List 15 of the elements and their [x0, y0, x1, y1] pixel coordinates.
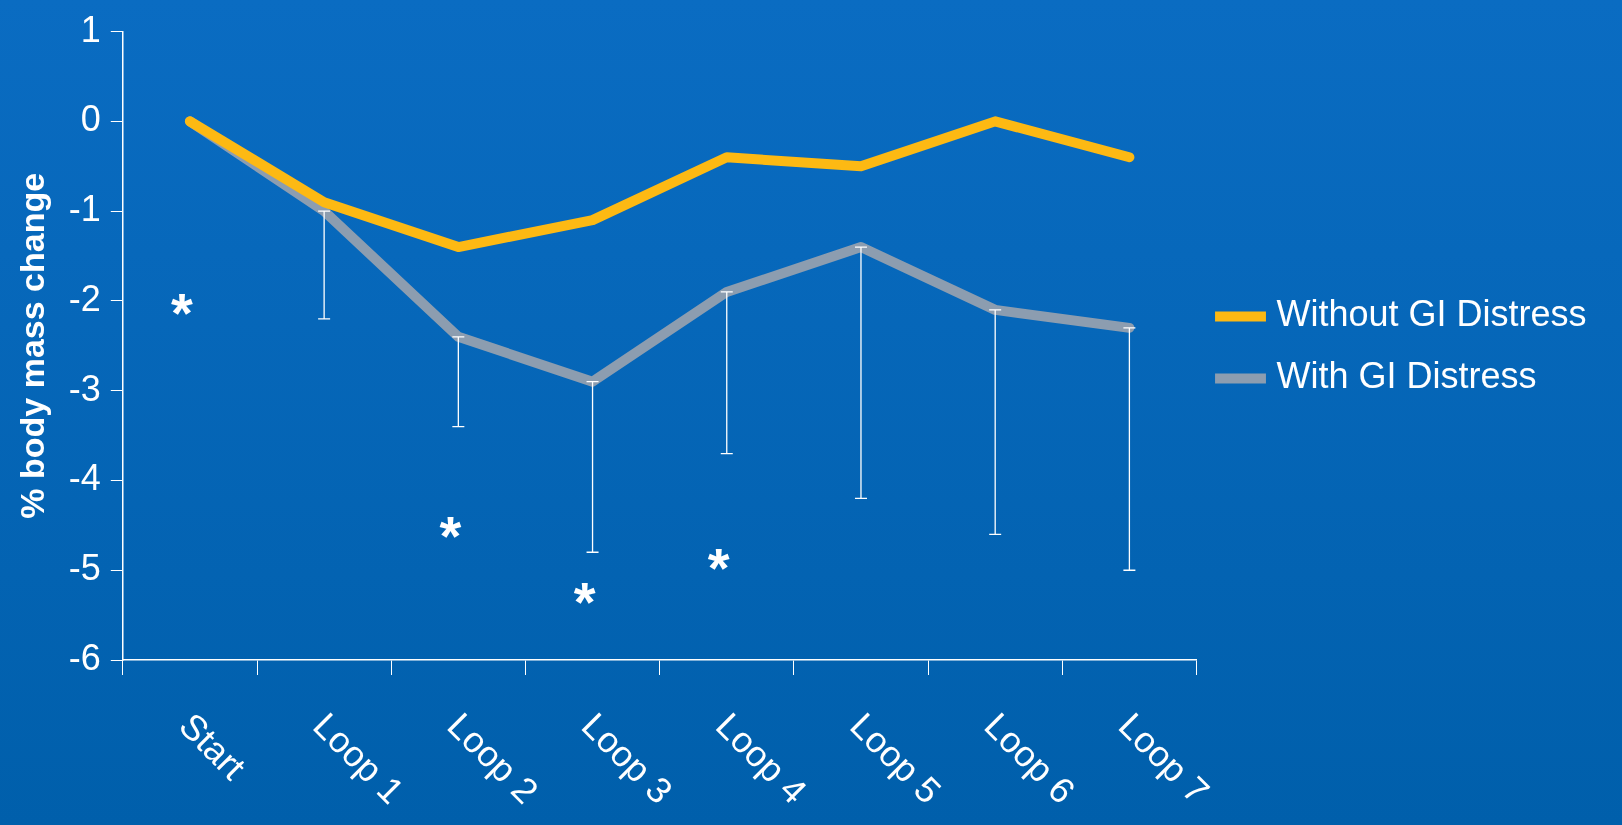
annotation: *	[573, 570, 596, 634]
y-tick-label: 0	[80, 98, 101, 140]
y-tick-label: -4	[68, 457, 101, 499]
legend-label: With GI Distress	[1276, 355, 1537, 397]
legend-label: Without GI Distress	[1276, 293, 1587, 335]
annotation: *	[707, 535, 730, 599]
y-tick-label: 1	[80, 8, 101, 50]
y-tick-label: -5	[68, 547, 101, 589]
y-tick-label: -2	[68, 277, 101, 319]
y-tick-label: -3	[68, 367, 101, 409]
y-tick-label: -1	[68, 188, 101, 230]
y-tick-label: -6	[68, 636, 101, 678]
y-axis-title: % body mass change	[12, 172, 51, 519]
annotation: *	[171, 281, 194, 345]
annotation: *	[439, 504, 462, 568]
